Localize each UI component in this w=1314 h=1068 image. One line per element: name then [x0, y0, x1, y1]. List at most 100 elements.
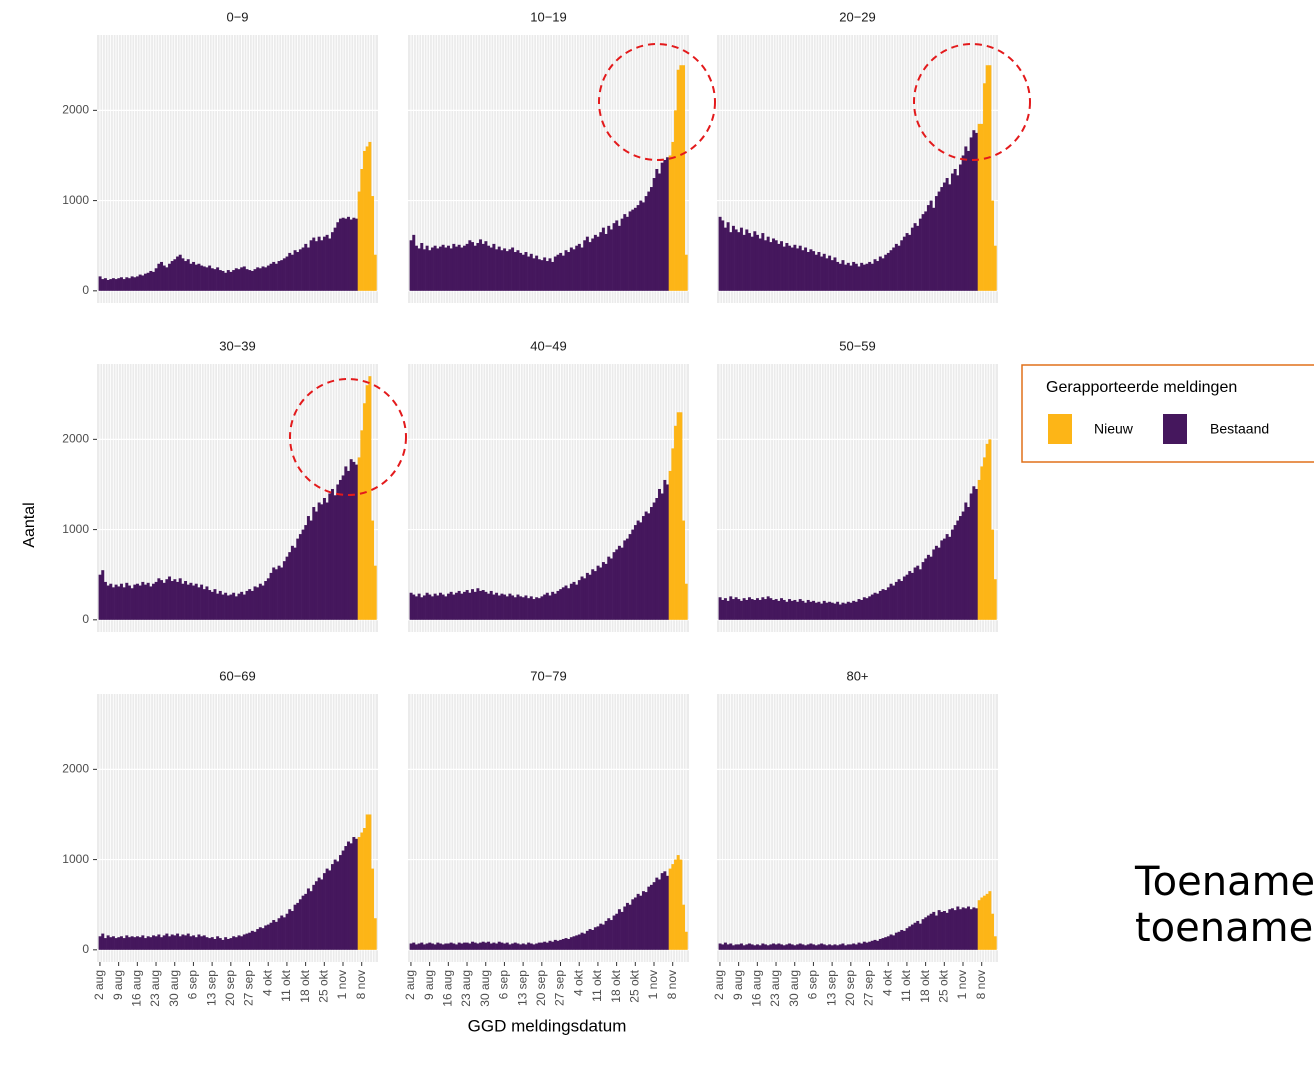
bar — [468, 943, 472, 950]
bar — [838, 263, 842, 291]
bar — [926, 205, 930, 291]
bar — [723, 942, 727, 950]
bar — [575, 245, 579, 291]
bar — [505, 596, 509, 620]
bar — [865, 263, 869, 291]
bar — [168, 576, 172, 620]
bar — [633, 525, 637, 620]
bar — [500, 942, 504, 950]
bar — [894, 581, 898, 620]
bar — [189, 936, 193, 950]
bar — [745, 229, 749, 291]
bar — [224, 272, 228, 291]
bar — [564, 585, 568, 620]
bar — [790, 944, 794, 950]
bar — [833, 603, 837, 620]
bar — [170, 581, 174, 620]
bar — [409, 592, 413, 620]
x-tick-label: 13 sep — [824, 970, 838, 1006]
bar — [950, 173, 954, 291]
bar — [288, 552, 292, 620]
bar — [942, 538, 946, 620]
bar — [559, 939, 563, 950]
bar — [604, 233, 608, 291]
bar — [567, 938, 571, 950]
bar — [948, 184, 952, 291]
bar — [122, 938, 126, 950]
bar — [360, 430, 364, 620]
legend-label: Bestaand — [1210, 421, 1269, 437]
bar — [513, 597, 517, 620]
bar — [892, 247, 896, 291]
bar — [186, 933, 190, 950]
highlight-circle — [913, 43, 1031, 161]
x-tick-label: 4 okt — [260, 969, 274, 996]
bar — [285, 913, 289, 950]
bar — [290, 254, 294, 291]
bar — [519, 596, 523, 620]
bar — [790, 600, 794, 620]
bar — [111, 278, 115, 291]
bar — [417, 593, 421, 620]
bar — [596, 565, 600, 620]
bar — [833, 944, 837, 950]
bar — [652, 502, 656, 620]
bar — [830, 602, 834, 620]
legend: Gerapporteerde meldingen Nieuw Bestaand — [1021, 364, 1314, 463]
bar — [98, 936, 102, 950]
bar — [793, 244, 797, 291]
bar — [309, 891, 313, 950]
bar — [500, 250, 504, 291]
bar — [956, 175, 960, 291]
panels: 0−9 0 1000 2000 10−19 20−29 30−39 0 1000 2000 40−4… — [62, 9, 998, 1007]
bar — [969, 909, 973, 950]
bar — [561, 587, 565, 620]
bar — [977, 479, 981, 620]
bar — [623, 540, 627, 620]
bar — [487, 593, 491, 620]
bar — [897, 931, 901, 950]
bar — [194, 264, 198, 291]
bar — [674, 425, 678, 620]
bar — [991, 529, 995, 620]
bar — [769, 242, 773, 291]
bar — [559, 252, 563, 291]
bar — [266, 265, 270, 291]
bar — [945, 912, 949, 950]
bar — [269, 572, 273, 620]
bar — [870, 594, 874, 620]
annotation: toename — [1135, 905, 1313, 951]
bar — [349, 459, 353, 620]
bar — [455, 246, 458, 291]
bar — [828, 944, 832, 950]
bar — [234, 596, 238, 620]
bar — [336, 484, 340, 620]
bar — [932, 207, 936, 291]
bar — [788, 599, 792, 620]
bar — [277, 918, 281, 950]
bar — [455, 592, 458, 620]
bar — [980, 466, 984, 620]
bar — [593, 571, 597, 620]
bar — [926, 554, 930, 620]
bar — [639, 895, 643, 950]
bar — [524, 252, 528, 291]
bar — [993, 245, 997, 291]
bar — [264, 925, 268, 950]
bar — [548, 940, 552, 950]
bar — [747, 597, 751, 620]
bar — [114, 584, 118, 620]
bar — [588, 929, 592, 950]
bar — [959, 909, 962, 950]
bar — [224, 592, 228, 620]
bar — [870, 263, 874, 291]
bar — [806, 599, 810, 620]
bar — [312, 884, 316, 950]
bar — [655, 877, 659, 950]
bar — [793, 599, 797, 620]
bar — [349, 843, 353, 950]
bar — [119, 277, 123, 291]
bar — [628, 904, 632, 950]
bar — [975, 488, 978, 620]
bar — [258, 583, 262, 620]
